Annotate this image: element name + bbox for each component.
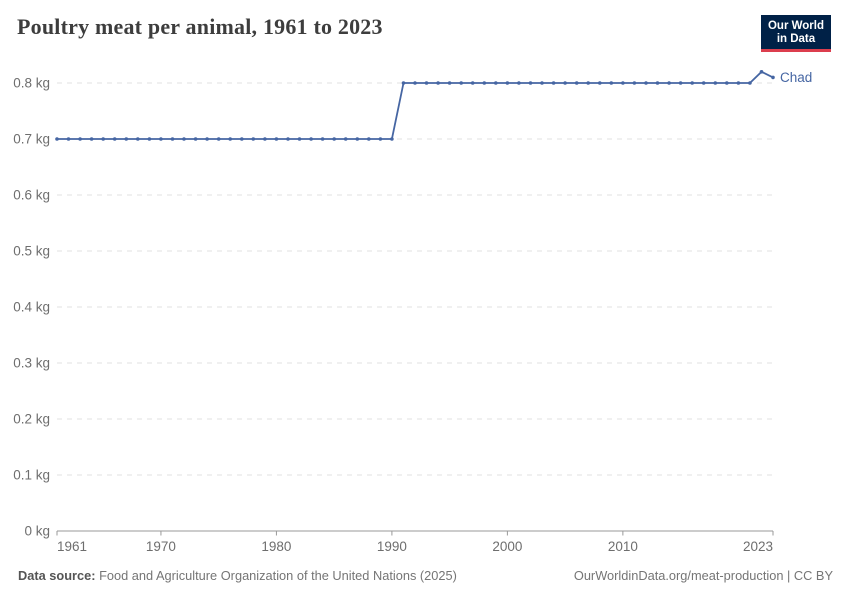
data-point[interactable] [667, 81, 671, 85]
data-point[interactable] [586, 81, 590, 85]
data-point[interactable] [147, 137, 152, 141]
data-point[interactable] [470, 81, 475, 85]
owid-logo[interactable]: Our World in Data [760, 15, 831, 52]
data-point[interactable] [320, 137, 325, 141]
owid-logo-line1: Our World [767, 20, 824, 32]
x-axis-tick-label: 1961 [57, 539, 87, 554]
data-point[interactable] [644, 81, 648, 85]
data-point[interactable] [540, 81, 544, 85]
data-point[interactable] [55, 137, 59, 141]
series-label-chad[interactable]: Chad [780, 70, 812, 85]
data-point[interactable] [124, 137, 129, 141]
chart-title: Poultry meat per animal, 1961 to 2023 [17, 14, 383, 39]
data-point[interactable] [621, 81, 625, 85]
data-point[interactable] [482, 81, 487, 85]
data-point[interactable] [159, 137, 163, 141]
data-point[interactable] [655, 81, 660, 85]
x-axis-tick-label: 1970 [146, 539, 176, 554]
data-point[interactable] [424, 81, 429, 85]
data-point[interactable] [563, 81, 567, 85]
data-source-label: Data source: [18, 568, 96, 583]
x-axis-tick-label: 2000 [492, 539, 522, 554]
data-point[interactable] [274, 137, 279, 141]
data-point[interactable] [112, 137, 117, 141]
data-point[interactable] [678, 81, 683, 85]
data-point[interactable] [309, 137, 313, 141]
data-point[interactable] [101, 137, 105, 141]
data-point[interactable] [297, 137, 302, 141]
data-point[interactable] [701, 81, 706, 85]
data-point[interactable] [517, 81, 521, 85]
y-axis-tick-label: 0.7 kg [13, 132, 50, 147]
data-point[interactable] [89, 137, 94, 141]
y-axis-tick-label: 0.8 kg [13, 76, 50, 91]
y-axis-tick-label: 0.5 kg [13, 244, 50, 259]
data-point[interactable] [136, 137, 140, 141]
data-point[interactable] [182, 137, 186, 141]
license-link[interactable]: OurWorldinData.org/meat-production | CC … [573, 568, 833, 583]
y-axis-tick-label: 0.3 kg [13, 356, 50, 371]
data-point[interactable] [574, 81, 579, 85]
data-point[interactable] [78, 137, 82, 141]
data-point[interactable] [378, 137, 383, 141]
data-point[interactable] [759, 70, 764, 74]
data-point[interactable] [447, 81, 452, 85]
y-axis-tick-label: 0.1 kg [13, 468, 50, 483]
data-point[interactable] [609, 81, 614, 85]
data-point[interactable] [240, 137, 244, 141]
data-point[interactable] [355, 137, 360, 141]
data-point[interactable] [551, 81, 556, 85]
data-point[interactable] [343, 137, 348, 141]
data-point[interactable] [263, 137, 267, 141]
data-point[interactable] [748, 81, 752, 85]
data-source-text: Food and Agriculture Organization of the… [95, 568, 457, 583]
data-point[interactable] [494, 81, 498, 85]
data-point[interactable] [459, 81, 464, 85]
data-point[interactable] [66, 137, 71, 141]
owid-logo-line2: in Data [776, 33, 816, 45]
data-point[interactable] [632, 81, 637, 85]
data-point[interactable] [205, 137, 209, 141]
y-axis-tick-label: 0 kg [24, 524, 50, 539]
data-point[interactable] [436, 81, 440, 85]
data-point[interactable] [413, 81, 417, 85]
x-axis-tick-label: 2010 [608, 539, 638, 554]
y-axis-tick-label: 0.4 kg [13, 300, 50, 315]
data-point[interactable] [690, 81, 694, 85]
data-point[interactable] [771, 75, 775, 80]
data-point[interactable] [736, 81, 741, 85]
data-point[interactable] [505, 81, 510, 85]
x-axis-tick-label: 1980 [261, 539, 291, 554]
y-axis-tick-label: 0.6 kg [13, 188, 50, 203]
data-point[interactable] [170, 137, 175, 141]
data-point[interactable] [228, 137, 232, 141]
data-point[interactable] [216, 137, 221, 141]
x-axis-tick-label: 1990 [377, 539, 407, 554]
data-point[interactable] [286, 137, 290, 141]
data-point[interactable] [401, 81, 406, 85]
x-axis-tick-label: 2023 [743, 539, 773, 554]
data-point[interactable] [251, 137, 256, 141]
data-point[interactable] [713, 81, 718, 85]
data-point[interactable] [367, 137, 371, 141]
data-point[interactable] [528, 81, 533, 85]
data-point[interactable] [598, 81, 602, 85]
data-point[interactable] [332, 137, 337, 141]
data-source-note: Data source: Food and Agriculture Organi… [18, 568, 457, 583]
data-point[interactable] [193, 137, 198, 141]
data-point[interactable] [390, 137, 394, 141]
y-axis-tick-label: 0.2 kg [13, 412, 50, 427]
data-point[interactable] [725, 81, 729, 85]
